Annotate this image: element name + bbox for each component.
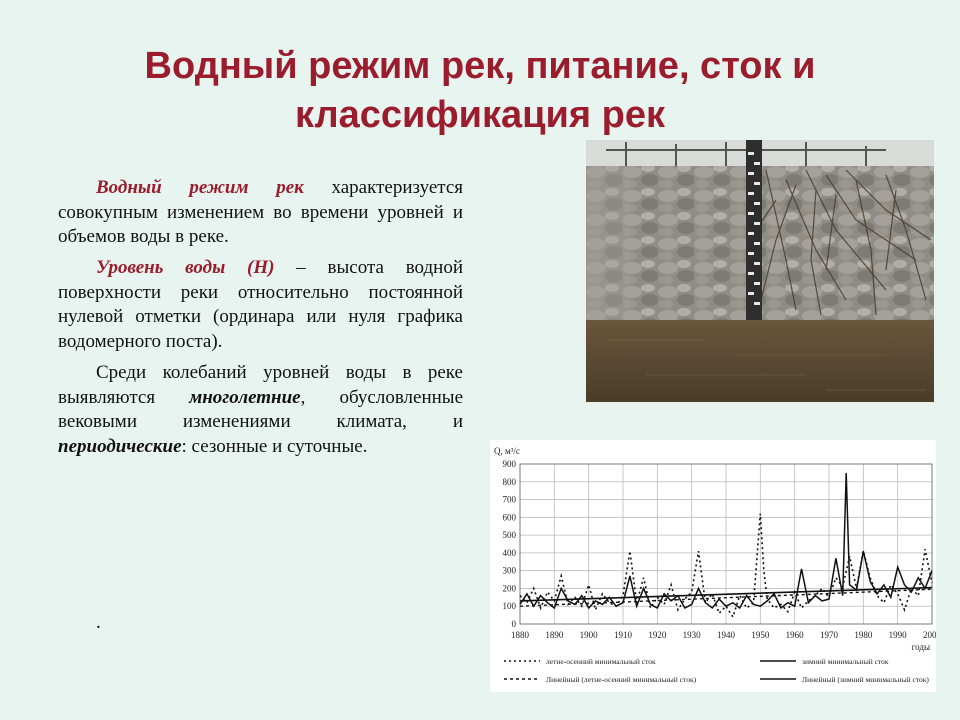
paragraph-3-part-2: , обусловленные вековыми изменениями кли… xyxy=(58,386,464,433)
paragraph-2: Уровень воды (Н) – высота водной поверхн… xyxy=(58,256,463,355)
y-tick-label: 100 xyxy=(503,601,517,611)
x-tick-label: 1930 xyxy=(683,630,702,640)
slide-title: Водный режим рек, питание, сток и класси… xyxy=(20,42,940,139)
x-axis-label: годы xyxy=(912,642,930,652)
y-tick-label: 300 xyxy=(503,566,517,576)
term-water-level: Уровень воды (Н) xyxy=(96,257,275,279)
paragraph-1-rest: характеризуется совокупным изменением во… xyxy=(58,177,463,248)
emph-periodic: периодические xyxy=(58,435,182,457)
y-tick-label: 400 xyxy=(503,548,517,558)
x-tick-label: 1960 xyxy=(786,630,805,640)
legend-label-4: Линейный (зимний минимальный сток) xyxy=(802,675,929,684)
y-tick-label: 600 xyxy=(503,512,517,522)
y-tick-label: 700 xyxy=(503,495,517,505)
series-line-4 xyxy=(519,586,933,602)
x-tick-label: 1880 xyxy=(511,630,530,640)
x-tick-label: 1910 xyxy=(614,630,633,640)
trailing-dot: . xyxy=(96,612,101,633)
water-gauge-photo xyxy=(586,140,934,402)
runoff-chart: 0 100 200 300 400 500 600 700 800 900 1880 1890 1900… xyxy=(490,440,936,692)
series-line-2 xyxy=(519,472,933,610)
x-tick-label: 1970 xyxy=(820,630,839,640)
series-line-3 xyxy=(519,588,933,607)
y-tick-label: 200 xyxy=(503,583,517,593)
x-tick-label: 1990 xyxy=(889,630,908,640)
x-tick-label: 1920 xyxy=(648,630,667,640)
y-axis-label: Q, м³/с xyxy=(494,446,520,456)
legend-label-2: зимний минимальный сток xyxy=(802,657,889,666)
legend-label-1: летне-осенний минимальный сток xyxy=(546,657,656,666)
paragraph-3: Среди колебаний уровней воды в реке выяв… xyxy=(58,361,463,460)
x-tick-label: 1950 xyxy=(751,630,770,640)
x-tick-label: 1980 xyxy=(854,630,873,640)
y-tick-label: 800 xyxy=(503,477,517,487)
emph-multiyear: многолетние xyxy=(189,386,301,408)
paragraph-2-rest: – высота водной поверхности реки относит… xyxy=(58,257,463,353)
term-water-regime: Водный режим рек xyxy=(96,177,304,198)
paragraph-1: Водный режим рек характеризуется совокуп… xyxy=(58,176,463,250)
x-tick-label: 1890 xyxy=(545,630,564,640)
paragraph-3-part-1: Среди колебаний уровней воды в реке выяв… xyxy=(58,361,463,408)
legend-label-3: Линейный (летне-осенний минимальный сток… xyxy=(546,675,697,684)
title-line-1: Водный режим рек, питание, сток и xyxy=(144,45,816,87)
body-text: Водный режим рек характеризуется совокуп… xyxy=(58,176,463,466)
title-line-2: классификация рек xyxy=(295,93,665,136)
plot-frame xyxy=(519,463,933,625)
x-tick-label: 1900 xyxy=(580,630,599,640)
paragraph-3-part-3: : сезонные и суточные. xyxy=(181,435,368,457)
x-tick-label: 1940 xyxy=(717,630,736,640)
y-tick-label: 500 xyxy=(503,530,517,540)
y-tick-label: 900 xyxy=(503,459,517,469)
y-tick-label: 0 xyxy=(512,619,517,629)
x-tick-label: 2000 xyxy=(923,630,936,640)
